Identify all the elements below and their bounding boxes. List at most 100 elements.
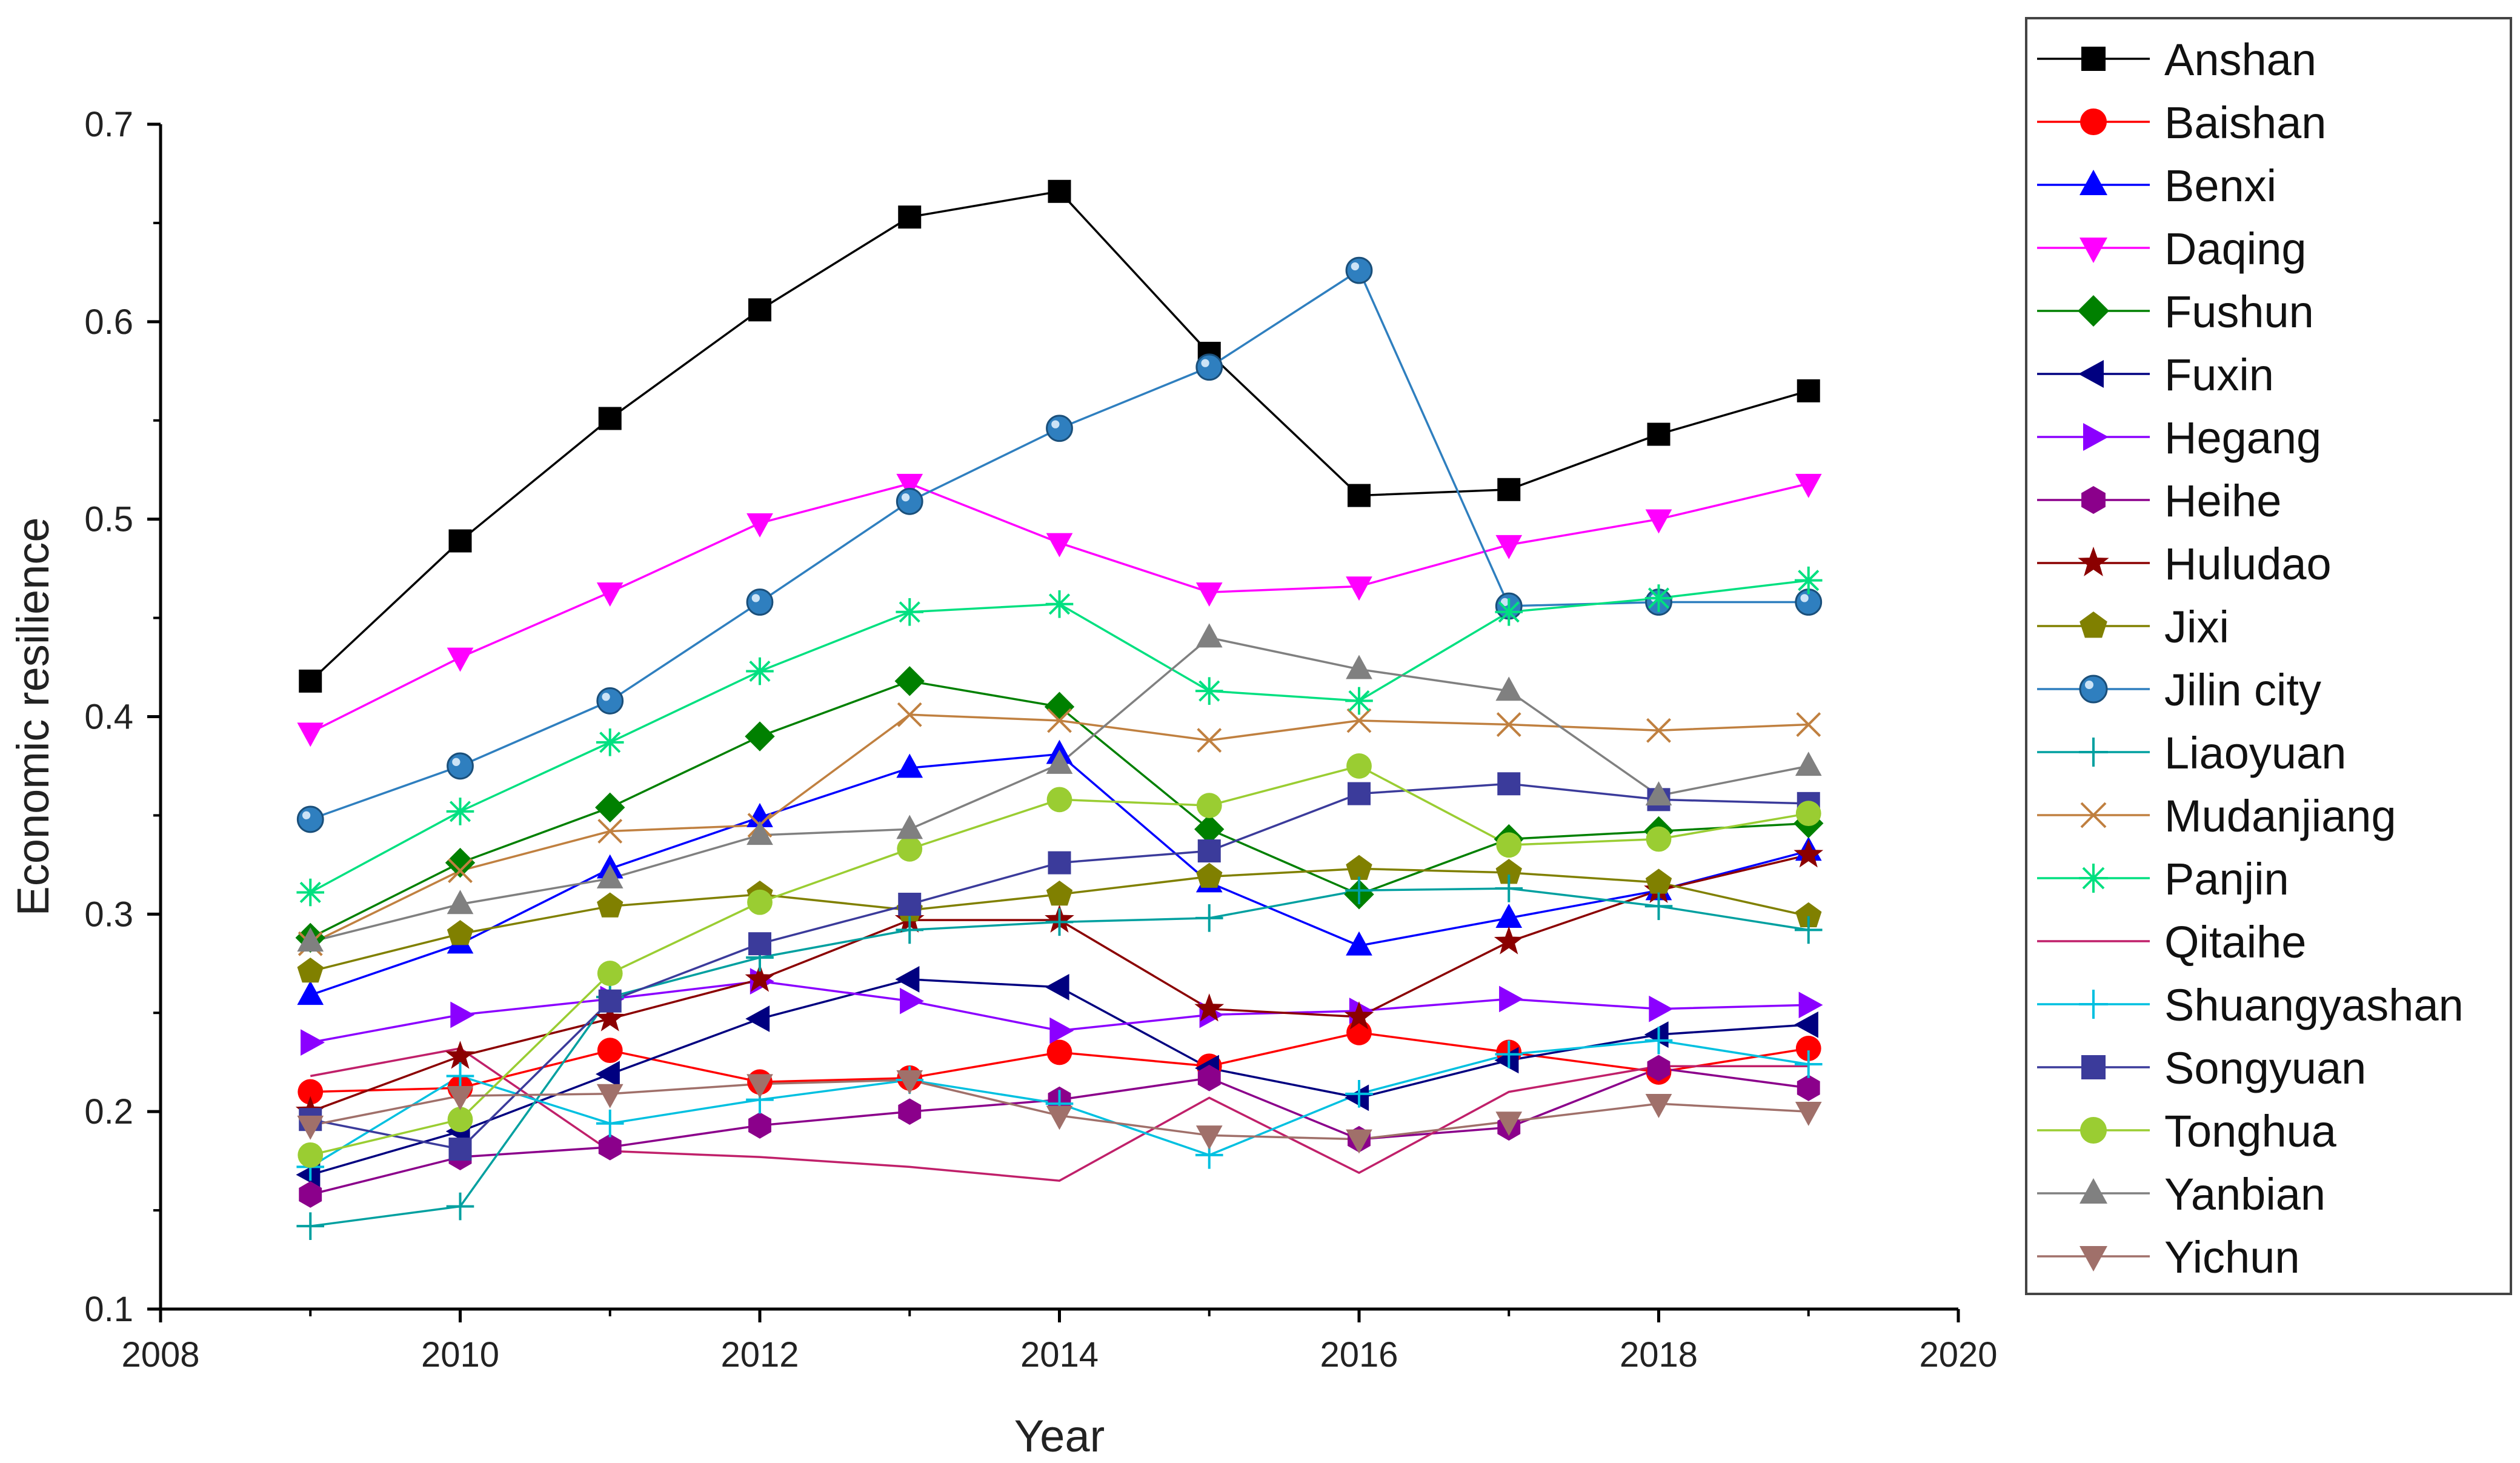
data-point-jixi-2018 [1645, 868, 1672, 894]
data-point-fuxin-2013 [895, 966, 920, 993]
data-point-mudanjiang-2013 [897, 702, 922, 727]
legend-label-yichun: Yichun [2164, 1232, 2300, 1282]
data-point-jilin-city-2015-body [1195, 353, 1223, 381]
legend-label-liaoyuan: Liaoyuan [2164, 728, 2346, 778]
legend-marker-anshan [2081, 47, 2106, 71]
data-point-daqing-2012 [746, 513, 773, 538]
legend-marker-liaoyuan [2079, 738, 2108, 767]
legend-item-qitaihe: Qitaihe [2037, 917, 2306, 967]
data-point-tonghua-2015 [1196, 793, 1222, 819]
data-point-fushun-2013 [894, 666, 925, 696]
data-point-mudanjiang-2018 [1646, 718, 1671, 743]
x-axis-title: Year [1014, 1411, 1105, 1461]
data-point-mudanjiang-2011 [597, 819, 623, 844]
data-point-jixi-2014 [1046, 880, 1073, 906]
data-point-liaoyuan-2013 [896, 916, 924, 944]
y-tick-label: 0.2 [84, 1092, 133, 1131]
y-axis-title: Economic resilience [8, 517, 58, 916]
data-point-yichun-2013 [896, 1070, 923, 1095]
legend-marker-benxi [2079, 170, 2107, 195]
data-point-daqing-2017 [1495, 535, 1523, 559]
data-point-fushun-2011 [595, 792, 625, 823]
data-point-heihe-2011 [598, 1133, 622, 1161]
data-point-huludao-2019 [1794, 839, 1824, 868]
data-point-huludao-2010 [445, 1041, 475, 1069]
data-point-hegang-2013 [900, 987, 924, 1015]
legend-label-shuangyashan: Shuangyashan [2164, 980, 2464, 1030]
data-point-liaoyuan-2018 [1644, 892, 1673, 921]
data-point-songyuan-2012 [748, 932, 771, 956]
data-point-jilin-city-2009 [296, 805, 324, 833]
data-point-jilin-city-2017-highlight [1500, 598, 1509, 607]
data-point-fushun-2010 [445, 847, 476, 878]
data-point-yichun-2009 [297, 1115, 324, 1140]
data-point-benxi-2009 [297, 981, 324, 1005]
data-point-jilin-city-2014-highlight [1051, 420, 1060, 428]
data-point-yichun-2011 [596, 1084, 623, 1108]
data-point-panjin-2016 [1345, 687, 1373, 715]
legend-marker-yichun [2079, 1246, 2107, 1271]
data-point-shuangyashan-2016 [1345, 1080, 1373, 1108]
data-point-heihe-2013 [898, 1098, 922, 1125]
data-point-tonghua-2018 [1646, 826, 1672, 852]
data-point-panjin-2019 [1794, 566, 1823, 595]
legend-marker-jixi [2079, 612, 2107, 638]
y-tick-label: 0.1 [84, 1290, 133, 1329]
legend-item-baishan: Baishan [2037, 98, 2326, 148]
data-point-fushun-2012 [745, 721, 775, 751]
legend-label-songyuan: Songyuan [2164, 1043, 2366, 1093]
data-point-panjin-2009 [296, 878, 325, 907]
legend-label-yanbian: Yanbian [2164, 1169, 2326, 1219]
data-point-panjin-2015 [1195, 677, 1223, 705]
x-tick-label: 2012 [720, 1335, 799, 1375]
data-point-jilin-city-2016-body [1345, 256, 1373, 284]
data-point-jixi-2010 [447, 920, 474, 945]
x-tick-label: 2014 [1020, 1335, 1099, 1375]
data-point-jilin-city-2019-highlight [1800, 594, 1809, 602]
data-point-mudanjiang-2010 [448, 858, 473, 884]
legend-item-anshan: Anshan [2037, 35, 2316, 85]
data-point-fuxin-2011 [596, 1061, 620, 1088]
tick-labels: 2008 2010 2012 2014 2016 2018 2020 0.1 0.2 0.3 0.4… [84, 105, 1997, 1375]
legend-marker-fuxin [2078, 360, 2104, 388]
data-point-jixi-2011 [597, 892, 623, 918]
data-point-daqing-2014 [1046, 533, 1073, 558]
data-point-yanbian-2019 [1795, 751, 1822, 776]
legend-label-daqing: Daqing [2164, 224, 2307, 274]
legend-marker-baishan [2080, 108, 2107, 135]
data-point-panjin-2014 [1045, 590, 1074, 618]
legend-marker-songyuan [2081, 1055, 2106, 1079]
data-point-liaoyuan-2016 [1345, 876, 1373, 905]
data-point-jilin-city-2013-body [896, 487, 923, 515]
data-point-tonghua-2017 [1496, 832, 1522, 858]
data-point-fuxin-2014 [1045, 974, 1069, 1001]
data-point-jilin-city-2009-body [296, 805, 324, 833]
data-point-yanbian-2011 [596, 864, 623, 888]
data-point-jilin-city-2013 [896, 487, 923, 515]
data-point-panjin-2013 [896, 598, 924, 626]
data-point-fuxin-2016 [1345, 1084, 1369, 1111]
legend-marker-mudanjiang [2080, 802, 2107, 828]
data-point-jilin-city-2014 [1046, 415, 1073, 442]
data-point-liaoyuan-2010 [446, 1192, 474, 1221]
data-point-liaoyuan-2015 [1195, 904, 1223, 932]
legend-item-jilin-city: Jilin city [2037, 665, 2321, 715]
legend-item-panjin: Panjin [2037, 854, 2289, 904]
legend-label-fuxin: Fuxin [2164, 350, 2274, 400]
data-point-jixi-2017 [1495, 859, 1522, 884]
legend-label-fushun: Fushun [2164, 287, 2314, 337]
data-point-hegang-2014 [1049, 1017, 1074, 1044]
legend-box [2025, 17, 2512, 1295]
data-point-tonghua-2016 [1346, 753, 1372, 779]
data-point-huludao-2016 [1344, 1001, 1374, 1030]
data-point-mudanjiang-2019 [1796, 712, 1821, 737]
legend-item-mudanjiang: Mudanjiang [2037, 791, 2396, 841]
data-point-hegang-2010 [450, 1001, 475, 1028]
data-point-anshan-2009 [299, 669, 322, 693]
legend-label-benxi: Benxi [2164, 161, 2276, 211]
data-point-songyuan-2015 [1197, 839, 1221, 863]
data-point-daqing-2015 [1195, 582, 1223, 607]
data-point-daqing-2013 [896, 473, 923, 498]
data-point-panjin-2018 [1644, 584, 1673, 612]
